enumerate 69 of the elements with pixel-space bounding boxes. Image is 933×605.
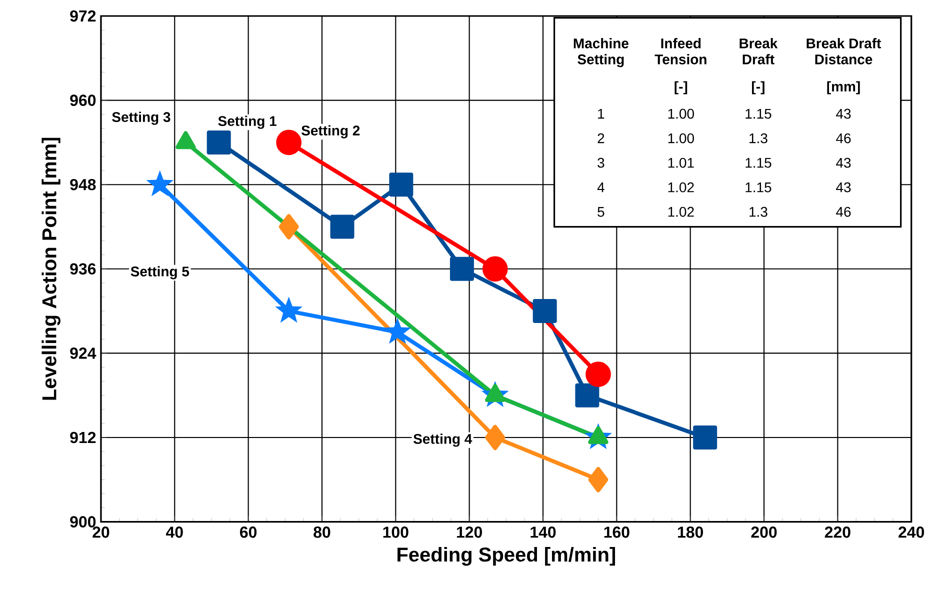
- annotation: 3: [598, 158, 604, 168]
- series-label: Setting 1: [218, 116, 276, 129]
- annotation: 43: [836, 108, 851, 119]
- point: [485, 424, 506, 450]
- text: Setting 5: [130, 266, 190, 280]
- annotation: 43: [836, 158, 851, 168]
- point: [532, 299, 557, 323]
- point: [450, 256, 474, 281]
- point: [384, 318, 412, 344]
- point: [575, 383, 600, 408]
- annotation: [-]: [674, 81, 688, 94]
- point: [588, 466, 608, 492]
- annotation: 1.02: [668, 206, 694, 217]
- annotation: Break Draft: [740, 38, 778, 64]
- series-label: Setting 3: [112, 112, 170, 125]
- point: [206, 130, 231, 154]
- x-tick-label: 20: [92, 526, 110, 538]
- y-axis-title: Levelling Action Point [mm]: [42, 138, 60, 400]
- point: [276, 130, 302, 156]
- annotation: 46: [836, 133, 851, 144]
- annotation: 2: [598, 133, 604, 144]
- annotation: 1.3: [750, 133, 768, 144]
- annotation: 1.15: [746, 182, 772, 192]
- x-tick-label: 220: [824, 526, 850, 538]
- point: [693, 425, 718, 450]
- x-tick-label: 240: [898, 526, 924, 538]
- annotation: [mm]: [827, 81, 860, 94]
- point: [146, 170, 174, 196]
- annotation: 46: [836, 206, 851, 217]
- x-tick-label: 200: [751, 526, 777, 538]
- x-axis-title: Feeding Speed [m/min]: [398, 546, 616, 566]
- x-tick-label: 120: [456, 526, 482, 538]
- y-tick-label: 948: [70, 178, 96, 190]
- annotation: 1.3: [750, 206, 768, 217]
- point: [389, 172, 414, 197]
- annotation: 43: [836, 182, 851, 192]
- annotation: 1.00: [668, 133, 694, 144]
- series-label: Setting 4: [413, 434, 472, 447]
- annotation: 1.15: [746, 158, 772, 168]
- annotation: 1.00: [668, 108, 694, 119]
- y-tick-label: 924: [70, 348, 96, 359]
- annotation: 4: [597, 182, 604, 192]
- y-tick-label: 900: [70, 516, 96, 528]
- point: [586, 362, 611, 387]
- y-tick-label: 936: [70, 263, 96, 275]
- x-tick-label: 40: [166, 526, 183, 538]
- series-label: Setting 2: [301, 125, 360, 138]
- annotation: 1.02: [668, 182, 694, 192]
- annotation: Machine Setting: [574, 38, 628, 68]
- annotation: Break Draft Distance: [806, 38, 882, 64]
- point: [330, 214, 354, 239]
- annotation: Infeed Tension: [654, 38, 706, 64]
- point: [275, 296, 303, 323]
- x-tick-label: 100: [383, 526, 408, 538]
- annotation: 1: [598, 108, 604, 119]
- x-tick-label: 60: [240, 526, 257, 538]
- x-tick-label: 160: [604, 526, 630, 538]
- y-tick-label: 960: [70, 94, 96, 106]
- annotation: 1.15: [746, 108, 772, 119]
- y-tick-label: 972: [70, 10, 96, 22]
- annotation: [-]: [752, 81, 764, 94]
- point: [482, 256, 508, 282]
- x-tick-label: 180: [678, 526, 704, 538]
- y-tick-label: 912: [70, 432, 96, 444]
- annotation: 1.01: [668, 158, 694, 168]
- x-tick-label: 80: [314, 526, 330, 538]
- x-tick-label: 140: [530, 526, 556, 538]
- annotation: 5: [598, 207, 604, 217]
- point: [278, 214, 299, 240]
